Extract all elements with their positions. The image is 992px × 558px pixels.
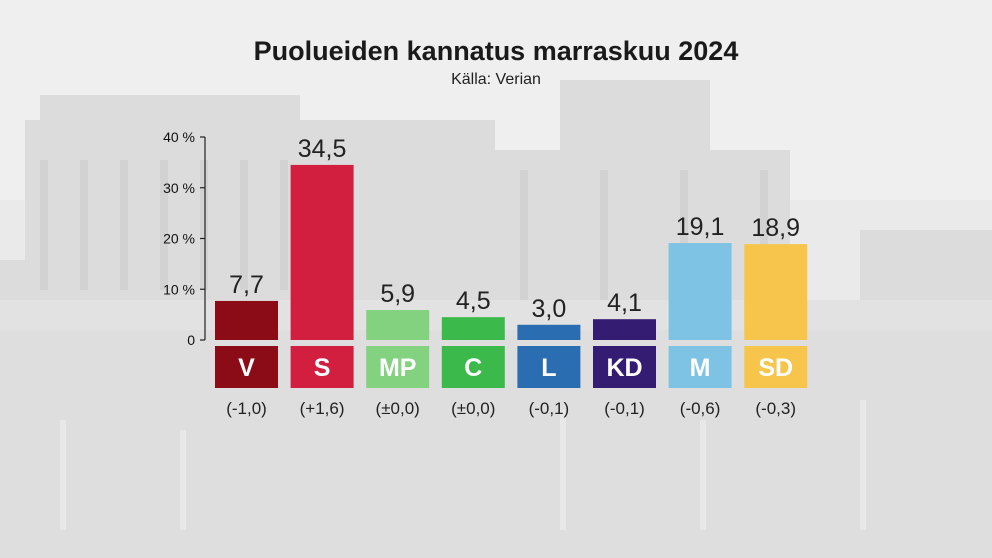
bar-v [215,300,278,340]
change-label-kd: (-0,1) [604,399,645,418]
y-axis-ticks: 0 10 % 20 % 30 % 40 % [163,129,205,348]
party-badge-l [517,346,581,388]
y-tick-label: 40 % [163,129,195,145]
change-label-m: (-0,6) [680,399,721,418]
party-badge-kd [593,346,656,388]
bar-c [441,317,505,340]
party-badge-c [441,346,505,388]
value-label-c: 4,5 [456,287,491,315]
value-label-s: 34,5 [298,135,347,163]
bar-kd [593,319,656,340]
party-label-c: C [464,354,482,382]
value-label-mp: 5,9 [380,280,415,308]
bar-m [668,243,732,340]
value-label-kd: 4,1 [607,289,642,317]
chart-title: Puolueiden kannatus marraskuu 2024 [254,36,739,66]
bar-sd [744,244,808,340]
party-label-s: S [314,354,331,382]
party-badge-m [668,346,732,388]
party-badge-s [290,346,354,388]
value-label-m: 19,1 [676,213,725,241]
change-label-c: (±0,0) [451,399,495,418]
bar-mp [366,310,430,340]
party-label-sd: SD [758,354,793,382]
party-label-m: M [690,354,711,382]
y-tick-label: 0 [187,332,195,348]
party-badge-v [215,346,278,388]
bar-s [290,164,354,340]
chart-subtitle: Källa: Verian [451,71,541,88]
y-tick-label: 10 % [163,281,195,297]
party-label-v: V [238,354,255,382]
party-label-mp: MP [379,354,417,382]
party-label-kd: KD [606,354,642,382]
value-label-v: 7,7 [229,271,264,299]
change-label-s: (+1,6) [300,399,345,418]
party-label-l: L [541,354,556,382]
party-badge-sd [744,346,808,388]
y-tick-label: 30 % [163,180,195,196]
value-label-l: 3,0 [532,295,567,323]
party-badge-mp [366,346,430,388]
change-label-sd: (-0,3) [755,399,796,418]
change-label-mp: (±0,0) [376,399,420,418]
change-label-l: (-0,1) [529,399,570,418]
value-label-sd: 18,9 [751,214,800,242]
bar-l [517,324,581,340]
change-label-v: (-1,0) [226,399,267,418]
bars: 7,7 V (-1,0) 34,5 S (+1,6) 5,9 MP (±0,0) 4,5 C (±0,… [215,135,808,418]
y-tick-label: 20 % [163,231,195,247]
